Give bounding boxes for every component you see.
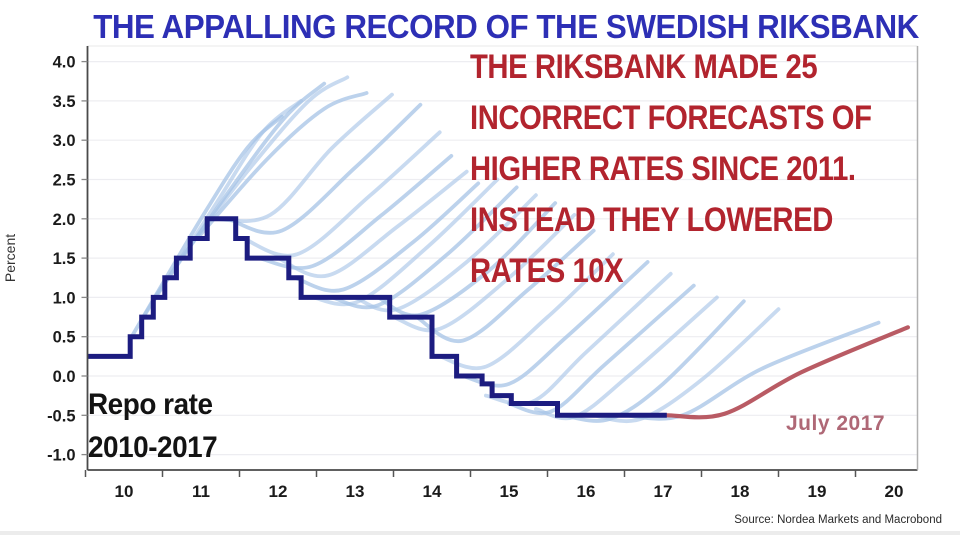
- x-tick-label: 19: [808, 482, 827, 501]
- forecast-line: [330, 185, 519, 310]
- annotation-line: HIGHER RATES SINCE 2011.: [470, 150, 856, 188]
- forecast-line: [226, 102, 423, 235]
- x-tick-label: 17: [654, 482, 673, 501]
- y-tick-label: 1.0: [53, 289, 76, 307]
- y-tick-label: 2.5: [53, 172, 76, 190]
- annotation-line: INCORRECT FORECASTS OF: [470, 99, 872, 137]
- forecast-line: [561, 299, 746, 423]
- forecast-line: [210, 92, 394, 224]
- forecast-line: [276, 169, 469, 279]
- repo-rate-label: Repo rate 2010-2017: [88, 383, 218, 469]
- y-tick-label: -1.0: [47, 447, 75, 465]
- x-tick-label: 10: [115, 482, 134, 501]
- x-tick-label: 14: [423, 482, 442, 501]
- y-tick-label: 4.0: [53, 54, 76, 72]
- repo-rate-line: [87, 216, 667, 418]
- page-title: THE APPALLING RECORD OF THE SWEDISH RIKS…: [93, 8, 919, 45]
- forecast-line: [507, 283, 696, 415]
- y-axis-title: Percent: [2, 234, 18, 282]
- y-tick-label: 2.0: [53, 211, 76, 229]
- annotation-line: RATES 10X: [470, 252, 624, 290]
- x-tick-label: 20: [885, 482, 904, 501]
- x-tick-label: 13: [346, 482, 365, 501]
- y-tick-label: 3.0: [53, 132, 76, 150]
- forecast-line: [353, 193, 538, 313]
- repo-rate-label-line2: 2010-2017: [88, 431, 218, 464]
- forecast-line: [176, 75, 350, 264]
- tick-labels: 4.0 3.5 3.0 2.5 2.0 1.5 1.0 0.5 0.0 -0.5 -1.0 10 11 1…: [47, 54, 903, 501]
- y-tick-label: -0.5: [47, 407, 75, 425]
- forecast-lines: [129, 75, 881, 424]
- tick-marks: [81, 60, 857, 477]
- x-tick-label: 18: [731, 482, 750, 501]
- gridlines: [87, 45, 918, 456]
- y-tick-label: 3.5: [53, 93, 76, 111]
- annotation-line: INSTEAD THEY LOWERED: [470, 201, 833, 239]
- forecast-line: [414, 228, 596, 343]
- bottom-edge-band: [0, 531, 960, 535]
- x-tick-label: 12: [269, 482, 288, 501]
- forecast-line: [376, 201, 558, 318]
- y-tick-label: 0.0: [53, 368, 76, 386]
- forecast-line: [195, 91, 369, 241]
- forecast-line: [391, 213, 577, 333]
- forecast-line: [310, 177, 500, 307]
- forecast-line: [437, 252, 615, 370]
- repo-rate-label-line1: Repo rate: [88, 388, 213, 421]
- y-tick-label: 1.5: [53, 250, 76, 268]
- x-tick-label: 16: [577, 482, 596, 501]
- forecast-line: [591, 307, 781, 424]
- july-2017-forecast-line: [664, 325, 910, 420]
- forecast-line: [241, 130, 442, 258]
- forecast-line: [622, 320, 881, 421]
- annotation: THE RIKSBANK MADE 25 INCORRECT FORECASTS …: [470, 42, 872, 297]
- july-2017-label: July 2017: [786, 412, 886, 435]
- y-tick-label: 0.5: [53, 329, 76, 347]
- annotation-line: THE RIKSBANK MADE 25: [470, 48, 818, 86]
- x-tick-label: 15: [500, 482, 519, 501]
- source-attribution: Source: Nordea Markets and Macrobond: [734, 514, 942, 526]
- forecast-line: [293, 181, 481, 293]
- x-tick-label: 11: [192, 482, 210, 501]
